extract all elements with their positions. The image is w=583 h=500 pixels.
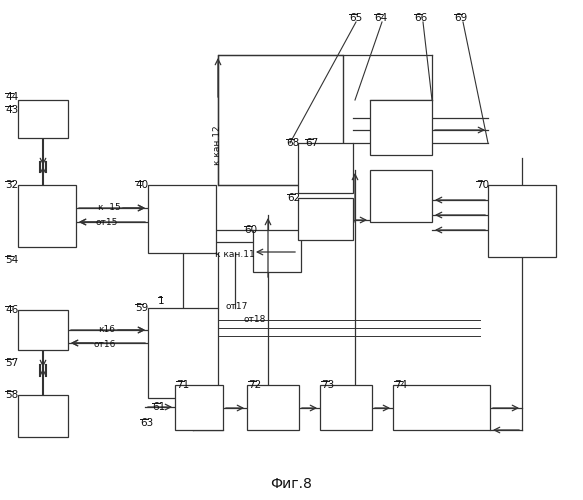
- Text: от16: от16: [94, 340, 117, 349]
- Bar: [370, 100, 432, 155]
- Text: 61: 61: [152, 402, 165, 412]
- Text: 58: 58: [5, 390, 18, 400]
- Text: от18: от18: [243, 315, 265, 324]
- Text: 54: 54: [5, 255, 18, 265]
- Text: 57: 57: [5, 358, 18, 368]
- Text: 32: 32: [5, 180, 18, 190]
- Text: 63: 63: [140, 418, 153, 428]
- Bar: [393, 385, 490, 430]
- Bar: [320, 385, 372, 430]
- Text: 72: 72: [248, 380, 261, 390]
- Text: к  15: к 15: [98, 203, 121, 212]
- Text: 65: 65: [349, 13, 362, 23]
- Text: 73: 73: [321, 380, 334, 390]
- Text: от17: от17: [226, 302, 248, 311]
- Text: от15: от15: [96, 218, 118, 227]
- Text: к кан.12: к кан.12: [213, 125, 222, 165]
- Bar: [18, 185, 76, 247]
- Bar: [18, 310, 68, 350]
- Bar: [298, 143, 353, 193]
- Text: 74: 74: [394, 380, 408, 390]
- Text: 46: 46: [5, 305, 18, 315]
- Text: 67: 67: [305, 138, 318, 148]
- Bar: [488, 185, 556, 257]
- Text: 62: 62: [287, 193, 300, 203]
- Text: 43: 43: [5, 105, 18, 115]
- Text: 68: 68: [286, 138, 299, 148]
- Bar: [148, 308, 218, 398]
- Text: 44: 44: [5, 92, 18, 102]
- Bar: [18, 395, 68, 437]
- Text: 59: 59: [135, 303, 148, 313]
- Bar: [148, 185, 216, 253]
- Text: 70: 70: [476, 180, 489, 190]
- Text: 69: 69: [454, 13, 467, 23]
- Bar: [298, 198, 353, 240]
- Text: 66: 66: [414, 13, 427, 23]
- Text: 60: 60: [244, 225, 257, 235]
- Bar: [247, 385, 299, 430]
- Bar: [370, 170, 432, 222]
- Text: 64: 64: [374, 13, 387, 23]
- Text: к16: к16: [98, 325, 115, 334]
- Text: 1: 1: [158, 296, 164, 306]
- Text: 71: 71: [176, 380, 189, 390]
- Bar: [18, 100, 68, 138]
- Text: Фиг.8: Фиг.8: [270, 477, 312, 491]
- Bar: [218, 55, 343, 185]
- Bar: [175, 385, 223, 430]
- Text: 40: 40: [135, 180, 148, 190]
- Bar: [253, 230, 301, 272]
- Text: к кан.11: к кан.11: [215, 250, 255, 259]
